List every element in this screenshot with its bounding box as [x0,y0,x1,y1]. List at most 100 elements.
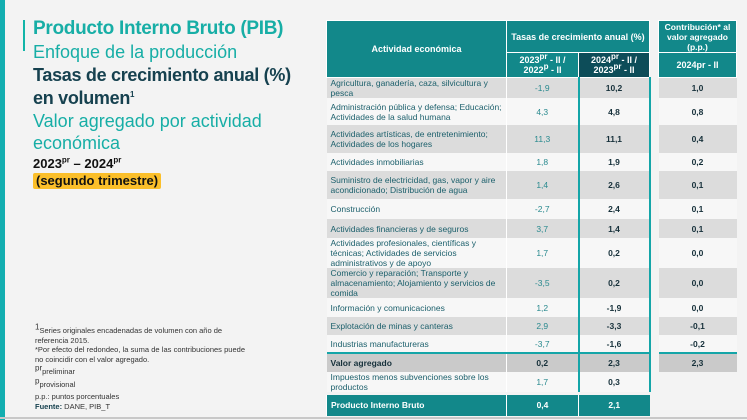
spacer [650,353,659,372]
approach-title: Enfoque de la producción [33,42,238,62]
period-b-sup: pr [113,155,122,165]
activity-cell: Agricultura, ganadería, caza, silvicultu… [326,77,507,98]
contrib-cell: 0,1 [658,171,737,199]
spacer [650,171,659,199]
source-text: DANE, PIB_T [62,401,111,411]
growth-2024-cell: -1,9 [577,298,651,317]
header-growth: Tasas de crecimiento anual (%) [506,20,650,53]
growth-2023-cell: 1,7 [506,372,579,394]
subtitle-line1: Valor agregado por actividad [33,111,262,131]
period-a-sup: pr [61,155,70,165]
title-block: Producto Interno Bruto (PIB) Enfoque de … [33,17,323,190]
growth-2024-cell: 2,1 [578,392,650,416]
activity-cell: Producto Interno Bruto [326,392,507,416]
period: 2023pr – 2024pr [33,156,323,172]
table-row: Valor agregado 0,2 2,3 2,3 [326,352,737,372]
growth-2023-cell: 4,3 [506,98,579,125]
contrib-cell [659,372,737,394]
note-4-text: provisional [39,379,76,389]
spacer [650,53,659,78]
table-row: Agricultura, ganadería, caza, silvicultu… [326,77,737,98]
contrib-cell: 0,8 [658,98,737,125]
subtitle: Valor agregado por actividad económica [33,110,323,154]
growth-2024-cell: 0,3 [577,372,651,394]
growth-2024-cell: 2,6 [577,171,651,199]
growth-2023-cell: 0,4 [506,392,579,416]
spacer [650,298,659,317]
growth-2024-cell: 0,2 [577,268,651,298]
contrib-cell: 0,1 [658,199,737,219]
spacer [650,268,659,298]
table-row: Actividades profesionales, científicas y… [326,238,737,268]
metric-line2: en volumen [33,88,131,108]
activity-cell: Actividades financieras y de seguros [326,219,507,238]
note-1-sup: 1 [35,322,40,332]
table-row: Actividades financieras y de seguros 3,7 1… [326,219,737,238]
activity-cell: Comercio y reparación; Transporte y alma… [326,268,507,298]
note-3-sup: pr [35,363,43,373]
note-5: p.p.: puntos porcentuales [35,392,120,401]
growth-2024-cell: -3,3 [577,317,651,335]
spacer [650,394,659,416]
spacer [650,125,659,153]
note-4: pprovisional [35,377,245,390]
growth-2024-cell: 2,4 [577,199,651,219]
contrib-cell: -0,1 [658,317,737,335]
spacer [650,238,659,268]
contrib-cell: 0,2 [658,153,737,171]
note-1: 1Series originales encadenadas de volume… [35,322,245,345]
table-body: Agricultura, ganadería, caza, silvicultu… [326,77,737,416]
metric-title: Tasas de crecimiento anual (%) en volumen… [33,64,323,110]
growth-2024-cell: 4,8 [577,98,651,125]
growth-2024-cell: 10,2 [577,77,651,98]
activity-cell: Actividades inmobiliarias [326,153,507,171]
contrib-cell: 0,1 [658,219,737,238]
table-row: Administración pública y defensa; Educac… [326,98,737,125]
activity-cell: Información y comunicaciones [326,298,507,317]
header-activity: Actividad económica [326,20,507,78]
period-sep: – [69,156,85,171]
gdp-table: Actividad económica Tasas de crecimiento… [326,20,737,416]
table-row: Construcción -2,7 2,4 0,1 [326,199,737,219]
spacer [650,98,659,125]
growth-2023-cell: 1,4 [506,171,579,199]
growth-2023-cell: 1,2 [506,298,579,317]
spacer [650,153,659,171]
period-a: 2023 [33,156,62,171]
spacer [650,317,659,335]
quarter-badge: (segundo trimestre) [33,173,162,189]
contrib-cell: 1,0 [658,77,737,98]
table-row: Actividades inmobiliarias 1,8 1,9 0,2 [326,153,737,171]
header-col3: 2024pr - II [658,52,737,78]
header-col1: 2023pr - II /2022p - II [506,52,579,78]
period-b: 2024 [84,156,114,171]
spacer [650,335,659,353]
contrib-cell: 0,4 [658,125,737,153]
growth-2023-cell: -3,5 [506,268,579,298]
growth-2024-cell: 2,3 [577,352,651,372]
source: Fuente: DANE, PIB_T [35,402,245,412]
subtitle-line2: económica [33,133,121,153]
activity-cell: Industrias manufactureras [326,335,507,353]
table-row: Comercio y reparación; Transporte y alma… [326,268,737,298]
activity-cell: Construcción [326,199,507,219]
note-3-text: preliminar [42,367,76,376]
growth-2024-cell: -1,6 [577,335,651,353]
activity-cell: Valor agregado [326,352,507,372]
footnotes: 1Series originales encadenadas de volume… [35,322,245,412]
spacer [650,21,659,53]
contrib-cell: -0,2 [658,335,737,353]
table-row: Actividades artísticas, de entretenimien… [326,125,737,153]
left-accent-stripe [0,0,5,420]
contrib-cell: 0,0 [658,238,737,268]
note-1-text: Series originales encadenadas de volumen… [35,326,223,345]
growth-2023-cell: 3,7 [506,219,579,238]
growth-2024-cell: 0,2 [577,238,651,268]
growth-2023-cell: 11,3 [506,125,579,153]
growth-2023-cell: -3,7 [506,335,579,353]
growth-2023-cell: 2,9 [506,317,579,335]
activity-cell: Administración pública y defensa; Educac… [326,98,507,125]
table-row: Industrias manufactureras -3,7 -1,6 -0,2 [326,335,737,353]
table-row: Explotación de minas y canteras 2,9 -3,3 -0… [326,317,737,335]
growth-2024-cell: 1,4 [577,219,651,238]
